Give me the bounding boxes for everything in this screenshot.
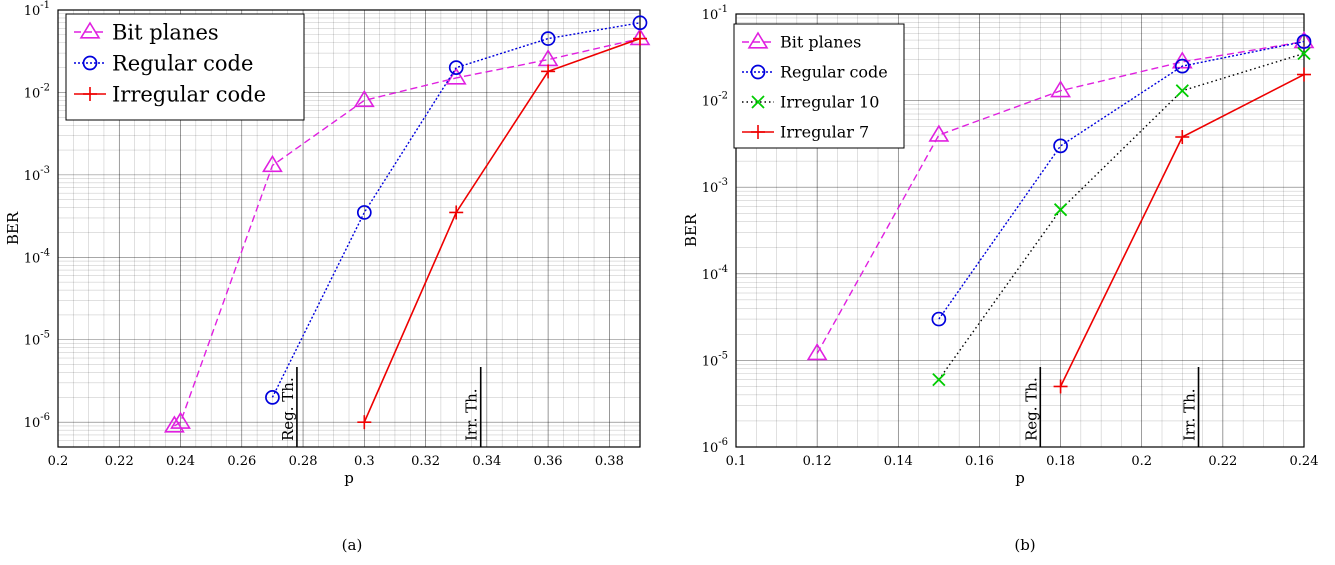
- threshold-label: Irr. Th.: [463, 388, 481, 441]
- y-tick-exponent: -1: [718, 4, 728, 15]
- y-tick-exponent: -6: [718, 437, 728, 448]
- y-tick-label: 10-5: [24, 330, 50, 349]
- y-tick-label: 10-6: [24, 412, 50, 431]
- threshold-label: Irr. Th.: [1181, 388, 1199, 441]
- x-tick-label: 0.24: [166, 454, 195, 469]
- x-tick-label: 0.2: [1131, 454, 1152, 469]
- legend-entry: Bit planes: [780, 33, 861, 52]
- x-tick-label: 0.2: [48, 454, 69, 469]
- x-tick-label: 0.14: [884, 454, 913, 469]
- data-point: [357, 415, 371, 429]
- data-point: [1175, 130, 1189, 144]
- threshold-label: Reg. Th.: [279, 377, 297, 441]
- y-tick-label: 10-2: [702, 91, 728, 110]
- y-axis-label: BER: [4, 211, 22, 245]
- y-tick-exponent: -3: [718, 177, 728, 188]
- x-tick-label: 0.12: [803, 454, 832, 469]
- y-tick-base: 10: [24, 4, 41, 19]
- y-tick-base: 10: [702, 354, 719, 369]
- y-tick-base: 10: [702, 95, 719, 110]
- chart-panel-b: 0.1 0.12 0.14 0.16 0.18 0.2 0.22 0.2410-610-510…: [682, 4, 1318, 487]
- legend-entry: Irregular 10: [780, 93, 879, 112]
- y-tick-label: 10-2: [24, 82, 50, 101]
- y-tick-label: 10-5: [702, 350, 728, 369]
- x-tick-label: 0.36: [534, 454, 563, 469]
- legend-entry: Bit planes: [112, 20, 219, 44]
- threshold-label: Reg. Th.: [1022, 377, 1040, 441]
- x-tick-label: 0.32: [411, 454, 440, 469]
- y-tick-base: 10: [702, 8, 719, 23]
- y-tick-exponent: -2: [40, 82, 50, 93]
- x-tick-label: 0.1: [726, 454, 747, 469]
- y-tick-label: 10-4: [702, 264, 728, 283]
- legend-entry: Irregular 7: [780, 123, 869, 142]
- y-tick-base: 10: [24, 416, 41, 431]
- y-tick-base: 10: [24, 334, 41, 349]
- x-axis-label: p: [344, 469, 354, 487]
- y-tick-exponent: -2: [718, 91, 728, 102]
- x-axis-label: p: [1015, 469, 1025, 487]
- x-tick-label: 0.34: [472, 454, 501, 469]
- legend: Bit planes Regular code Irregular 10 Irregu…: [734, 24, 904, 148]
- data-point: [633, 32, 647, 46]
- x-tick-label: 0.24: [1290, 454, 1319, 469]
- y-tick-exponent: -5: [718, 350, 728, 361]
- y-tick-base: 10: [24, 251, 41, 266]
- x-tick-label: 0.16: [965, 454, 994, 469]
- y-tick-exponent: -3: [40, 165, 50, 176]
- legend-entry: Regular code: [112, 51, 253, 75]
- y-tick-base: 10: [702, 441, 719, 456]
- y-tick-label: 10-1: [24, 0, 50, 19]
- legend-entry: Irregular code: [112, 82, 266, 106]
- y-tick-label: 10-3: [24, 165, 50, 184]
- x-tick-label: 0.3: [354, 454, 375, 469]
- y-tick-label: 10-4: [24, 247, 50, 266]
- y-tick-label: 10-6: [702, 437, 728, 456]
- x-tick-label: 0.22: [1208, 454, 1237, 469]
- y-tick-exponent: -5: [40, 330, 50, 341]
- legend-entry: Regular code: [780, 63, 888, 82]
- x-tick-label: 0.26: [227, 454, 256, 469]
- caption-b: (b): [1014, 536, 1035, 554]
- data-point: [541, 64, 555, 78]
- y-tick-base: 10: [24, 169, 41, 184]
- y-tick-exponent: -4: [40, 247, 50, 258]
- y-tick-exponent: -1: [40, 0, 50, 11]
- caption-a: (a): [342, 536, 363, 554]
- data-point: [1297, 68, 1311, 82]
- chart-panel-a: 0.2 0.22 0.24 0.26 0.28 0.3 0.32 0.34 0.36 0.38 10…: [4, 0, 649, 487]
- y-tick-exponent: -4: [718, 264, 728, 275]
- y-tick-label: 10-3: [702, 177, 728, 196]
- y-axis-label: BER: [682, 213, 700, 247]
- y-tick-label: 10-1: [702, 4, 728, 23]
- y-tick-exponent: -6: [40, 412, 50, 423]
- x-tick-label: 0.28: [289, 454, 318, 469]
- data-point: [1054, 379, 1068, 393]
- legend: Bit planes Regular code Irregular code: [66, 14, 304, 120]
- x-tick-label: 0.22: [105, 454, 134, 469]
- y-tick-base: 10: [24, 86, 41, 101]
- y-tick-base: 10: [702, 181, 719, 196]
- x-tick-label: 0.38: [595, 454, 624, 469]
- y-tick-base: 10: [702, 268, 719, 283]
- x-tick-label: 0.18: [1046, 454, 1075, 469]
